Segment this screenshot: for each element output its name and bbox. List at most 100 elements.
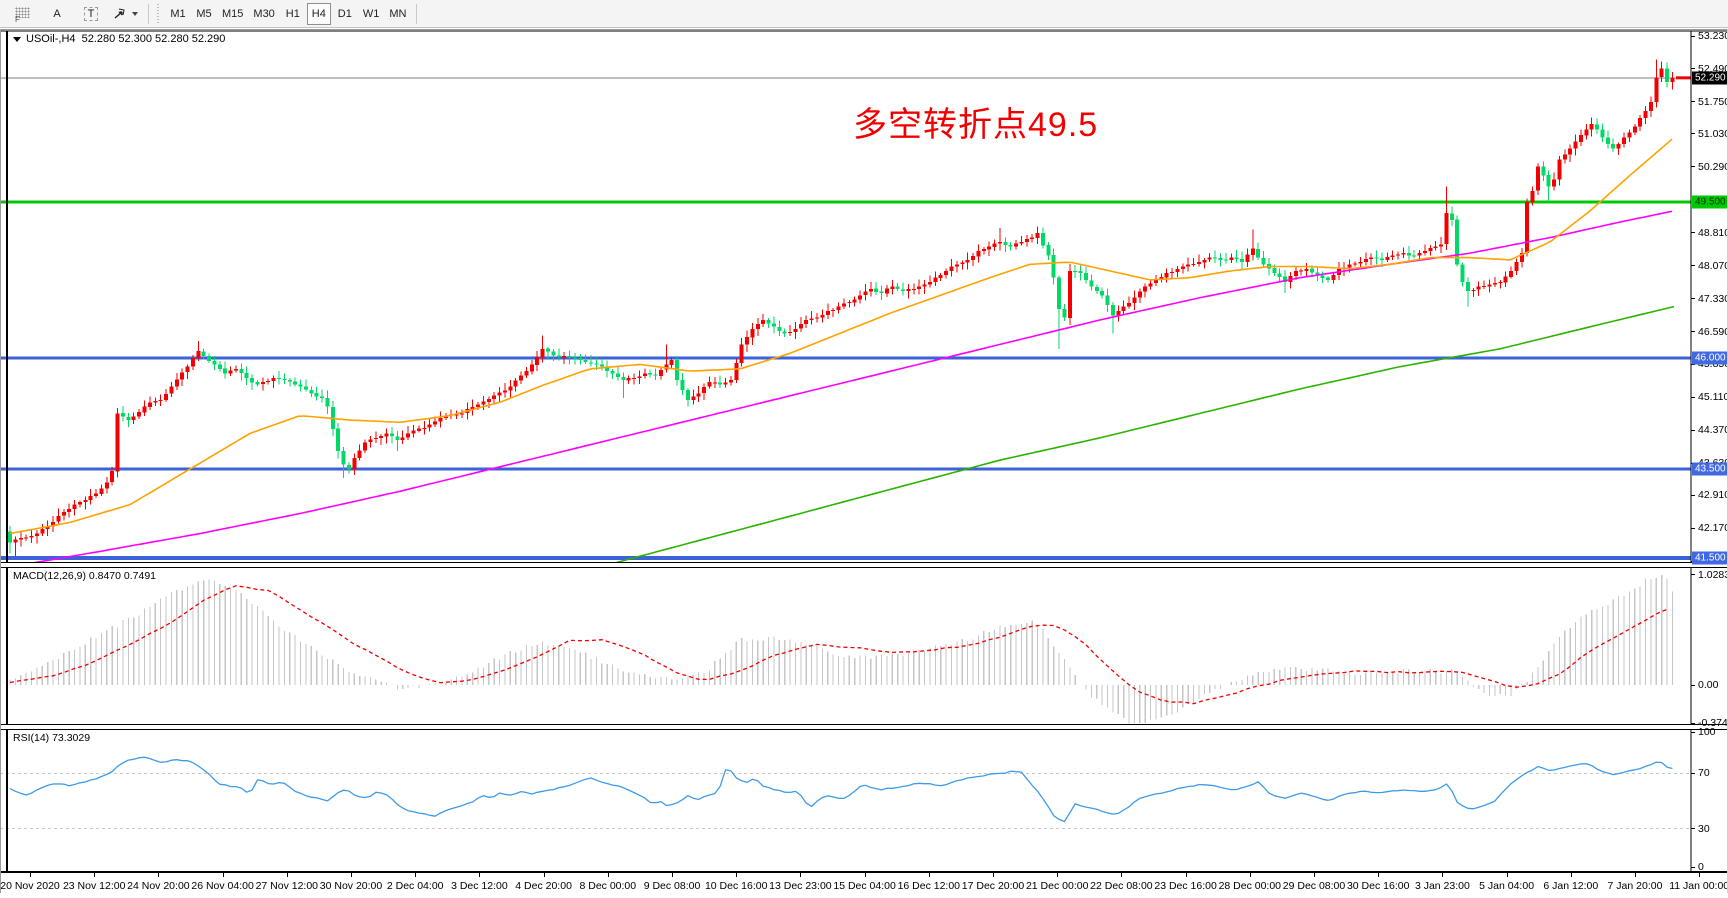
time-tick-mark (1249, 873, 1251, 877)
symbol-selector[interactable]: USOil-,H4 52.280 52.300 52.280 52.290 (13, 33, 225, 45)
time-tick-label: 5 Jan 04:00 (1479, 880, 1535, 892)
panel-separator-main-macd[interactable] (0, 562, 1728, 568)
time-tick-label: 13 Dec 23:00 (769, 880, 832, 892)
time-tick-mark (1635, 873, 1636, 877)
macd-tick-mark (1691, 574, 1695, 576)
time-tick-mark (479, 873, 481, 877)
chart-text-annotation[interactable]: 多空转折点49.5 (853, 106, 1099, 144)
price-tick-label: 48.810 (1698, 226, 1728, 239)
price-tick-label: 48.070 (1698, 259, 1728, 272)
time-tick-mark (158, 873, 160, 877)
rsi-tick-mark (1691, 772, 1695, 774)
time-tick-mark (864, 873, 866, 877)
dropdown-caret-icon (132, 11, 138, 16)
rsi-tick-label: 30 (1698, 822, 1710, 835)
dotted-grid-icon[interactable]: F (7, 2, 39, 26)
rsi-tick-mark (1691, 731, 1695, 733)
timeframe-button-h1[interactable]: H1 (281, 3, 305, 25)
rsi-tick-mark (1691, 828, 1695, 830)
time-tick-label: 16 Dec 12:00 (897, 880, 961, 892)
window-edge (0, 29, 1728, 30)
time-tick-mark (928, 873, 930, 877)
grid-dots-icon: F (14, 6, 32, 24)
symbol-title: USOil-,H4 (26, 33, 76, 45)
price-level-badge: 46.000 (1692, 351, 1728, 365)
price-level-badge: 41.500 (1692, 551, 1728, 565)
symbol-dropdown-icon (13, 36, 21, 42)
time-tick-label: 4 Dec 20:00 (515, 880, 572, 892)
time-tick-label: 2 Dec 04:00 (386, 880, 444, 892)
time-tick-label: 8 Dec 00:00 (579, 880, 637, 892)
time-tick-mark (415, 873, 417, 877)
time-tick-label: 20 Nov 2020 (0, 880, 60, 892)
text-label-tool-button[interactable]: A (41, 2, 73, 26)
macd-tick-mark (1691, 722, 1695, 724)
macd-tick-label: 1.0283 (1698, 568, 1728, 581)
toolbar: F A T M1 M5 M15 M30 H1 H4 D1 W1 MN (0, 0, 1728, 28)
time-tick-mark (543, 873, 545, 877)
time-tick-label: 23 Dec 16:00 (1154, 880, 1217, 892)
price-level-badge: 52.290 (1692, 71, 1728, 85)
time-tick-label: 23 Nov 12:00 (62, 880, 126, 892)
price-tick-mark (1691, 298, 1695, 300)
time-tick-mark (30, 873, 31, 877)
timeframe-button-m5[interactable]: M5 (192, 3, 216, 25)
time-tick-label: 26 Nov 04:00 (191, 880, 254, 892)
time-tick-mark (1442, 873, 1444, 877)
price-tick-label: 53.230 (1698, 30, 1728, 42)
macd-tick-label: -0.3748 (1698, 717, 1728, 729)
macd-tick-label: 0.00 (1698, 679, 1719, 691)
text-box-tool-button[interactable]: T (75, 2, 107, 26)
time-axis[interactable]: 20 Nov 2020 23 Nov 12:00 24 Nov 20:00 26 No… (0, 871, 1728, 898)
toolbar-drag-handle[interactable] (157, 3, 162, 24)
price-level-badge: 43.500 (1692, 462, 1728, 476)
rsi-tick-mark (1691, 866, 1695, 868)
price-tick-label: 46.590 (1698, 325, 1728, 338)
timeframe-button-h4[interactable]: H4 (306, 2, 331, 25)
time-tick-label: 6 Jan 12:00 (1543, 880, 1599, 892)
timeframe-button-m30[interactable]: M30 (249, 3, 278, 25)
time-tick-label: 10 Dec 16:00 (704, 880, 768, 892)
time-tick-mark (286, 873, 288, 877)
price-tick-mark (1691, 527, 1695, 529)
price-tick-label: 44.370 (1698, 424, 1728, 437)
timeframe-button-mn[interactable]: MN (385, 3, 410, 25)
timeframe-button-w1[interactable]: W1 (359, 3, 384, 25)
price-tick-mark (1691, 396, 1695, 398)
price-tick-label: 50.290 (1698, 160, 1728, 173)
rsi-tick-label: 100 (1698, 726, 1716, 738)
time-tick-mark (1378, 873, 1380, 877)
time-tick-label: 22 Dec 08:00 (1090, 880, 1153, 892)
price-level-badge: 49.500 (1692, 195, 1728, 209)
price-tick-label: 51.750 (1698, 95, 1728, 108)
time-tick-label: 30 Dec 16:00 (1346, 880, 1410, 892)
timeframe-button-d1[interactable]: D1 (333, 3, 357, 25)
chart-canvas[interactable] (0, 29, 1728, 898)
chart-window: USOil-,H4 52.280 52.300 52.280 52.290 多空… (0, 29, 1728, 898)
time-tick-mark (1570, 873, 1572, 877)
price-tick-mark (1691, 232, 1695, 234)
text-label-a: A (53, 7, 61, 20)
timeframe-button-m1[interactable]: M1 (166, 3, 190, 25)
price-tick-label: 47.330 (1698, 292, 1728, 305)
price-tick-mark (1691, 101, 1695, 103)
macd-tick-mark (1691, 684, 1695, 686)
time-tick-mark (736, 873, 738, 877)
timeframe-button-m15[interactable]: M15 (218, 3, 247, 25)
price-tick-label: 45.110 (1698, 391, 1728, 404)
time-tick-label: 29 Dec 08:00 (1282, 880, 1346, 892)
price-tick-mark (1691, 363, 1695, 365)
time-tick-mark (1506, 873, 1508, 877)
text-box-t: T (83, 6, 99, 21)
price-tick-label: 42.170 (1698, 522, 1728, 535)
rsi-indicator-label: RSI(14) 73.3029 (13, 732, 91, 744)
time-tick-mark (1314, 873, 1315, 877)
time-tick-mark (222, 873, 224, 877)
time-tick-mark (993, 873, 994, 877)
panel-separator-macd-rsi[interactable] (0, 724, 1728, 730)
arrow-tools-dropdown[interactable] (109, 2, 142, 26)
price-tick-label: 42.910 (1698, 489, 1728, 502)
time-tick-label: 21 Dec 00:00 (1025, 880, 1089, 892)
time-tick-label: 3 Dec 12:00 (451, 880, 508, 892)
